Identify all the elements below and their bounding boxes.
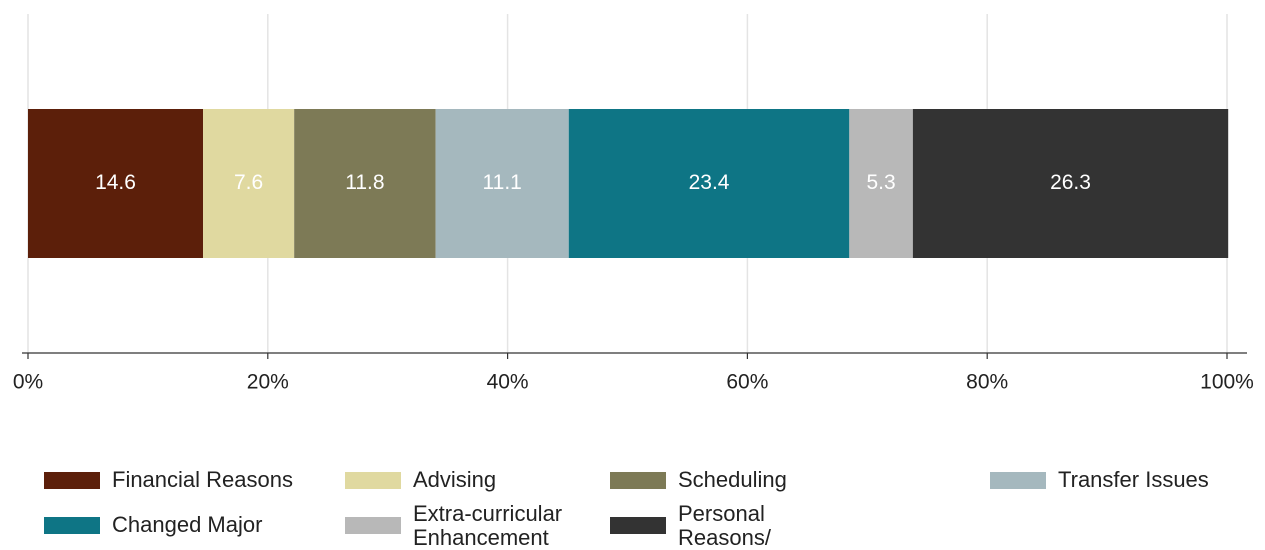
bar-segment <box>28 109 204 258</box>
x-tick-label: 100% <box>1200 371 1254 394</box>
legend-label: Transfer Issues <box>1058 467 1209 492</box>
bar-segment <box>849 109 913 258</box>
data-label: 11.1 <box>483 171 522 194</box>
legend-swatch <box>990 472 1046 489</box>
legend-label: Changed Major <box>112 512 262 537</box>
bar-segment <box>568 109 850 258</box>
bar-segment <box>294 109 436 258</box>
bar-segment <box>912 109 1229 258</box>
legend-label: Extra-curricular Enhancement <box>413 501 562 550</box>
legend-swatch <box>44 472 100 489</box>
data-label: 23.4 <box>689 171 730 194</box>
legend-label: Advising <box>413 467 496 492</box>
legend-swatch <box>610 517 666 534</box>
legend-label: Scheduling <box>678 467 787 492</box>
legend-swatch <box>610 472 666 489</box>
x-tick-label: 80% <box>966 371 1008 394</box>
bar-segment <box>435 109 569 258</box>
legend-swatch <box>345 517 401 534</box>
x-tick-label: 60% <box>726 371 768 394</box>
bar-segment <box>203 109 295 258</box>
data-label: 7.6 <box>234 171 263 194</box>
x-tick-label: 0% <box>13 371 43 394</box>
x-tick-label: 20% <box>247 371 289 394</box>
legend-swatch <box>345 472 401 489</box>
legend-label: Financial Reasons <box>112 467 293 492</box>
x-tick-label: 40% <box>487 371 529 394</box>
data-label: 5.3 <box>866 171 895 194</box>
data-label: 11.8 <box>345 171 384 194</box>
data-label: 14.6 <box>95 171 136 194</box>
legend-swatch <box>44 517 100 534</box>
data-label: 26.3 <box>1050 171 1091 194</box>
